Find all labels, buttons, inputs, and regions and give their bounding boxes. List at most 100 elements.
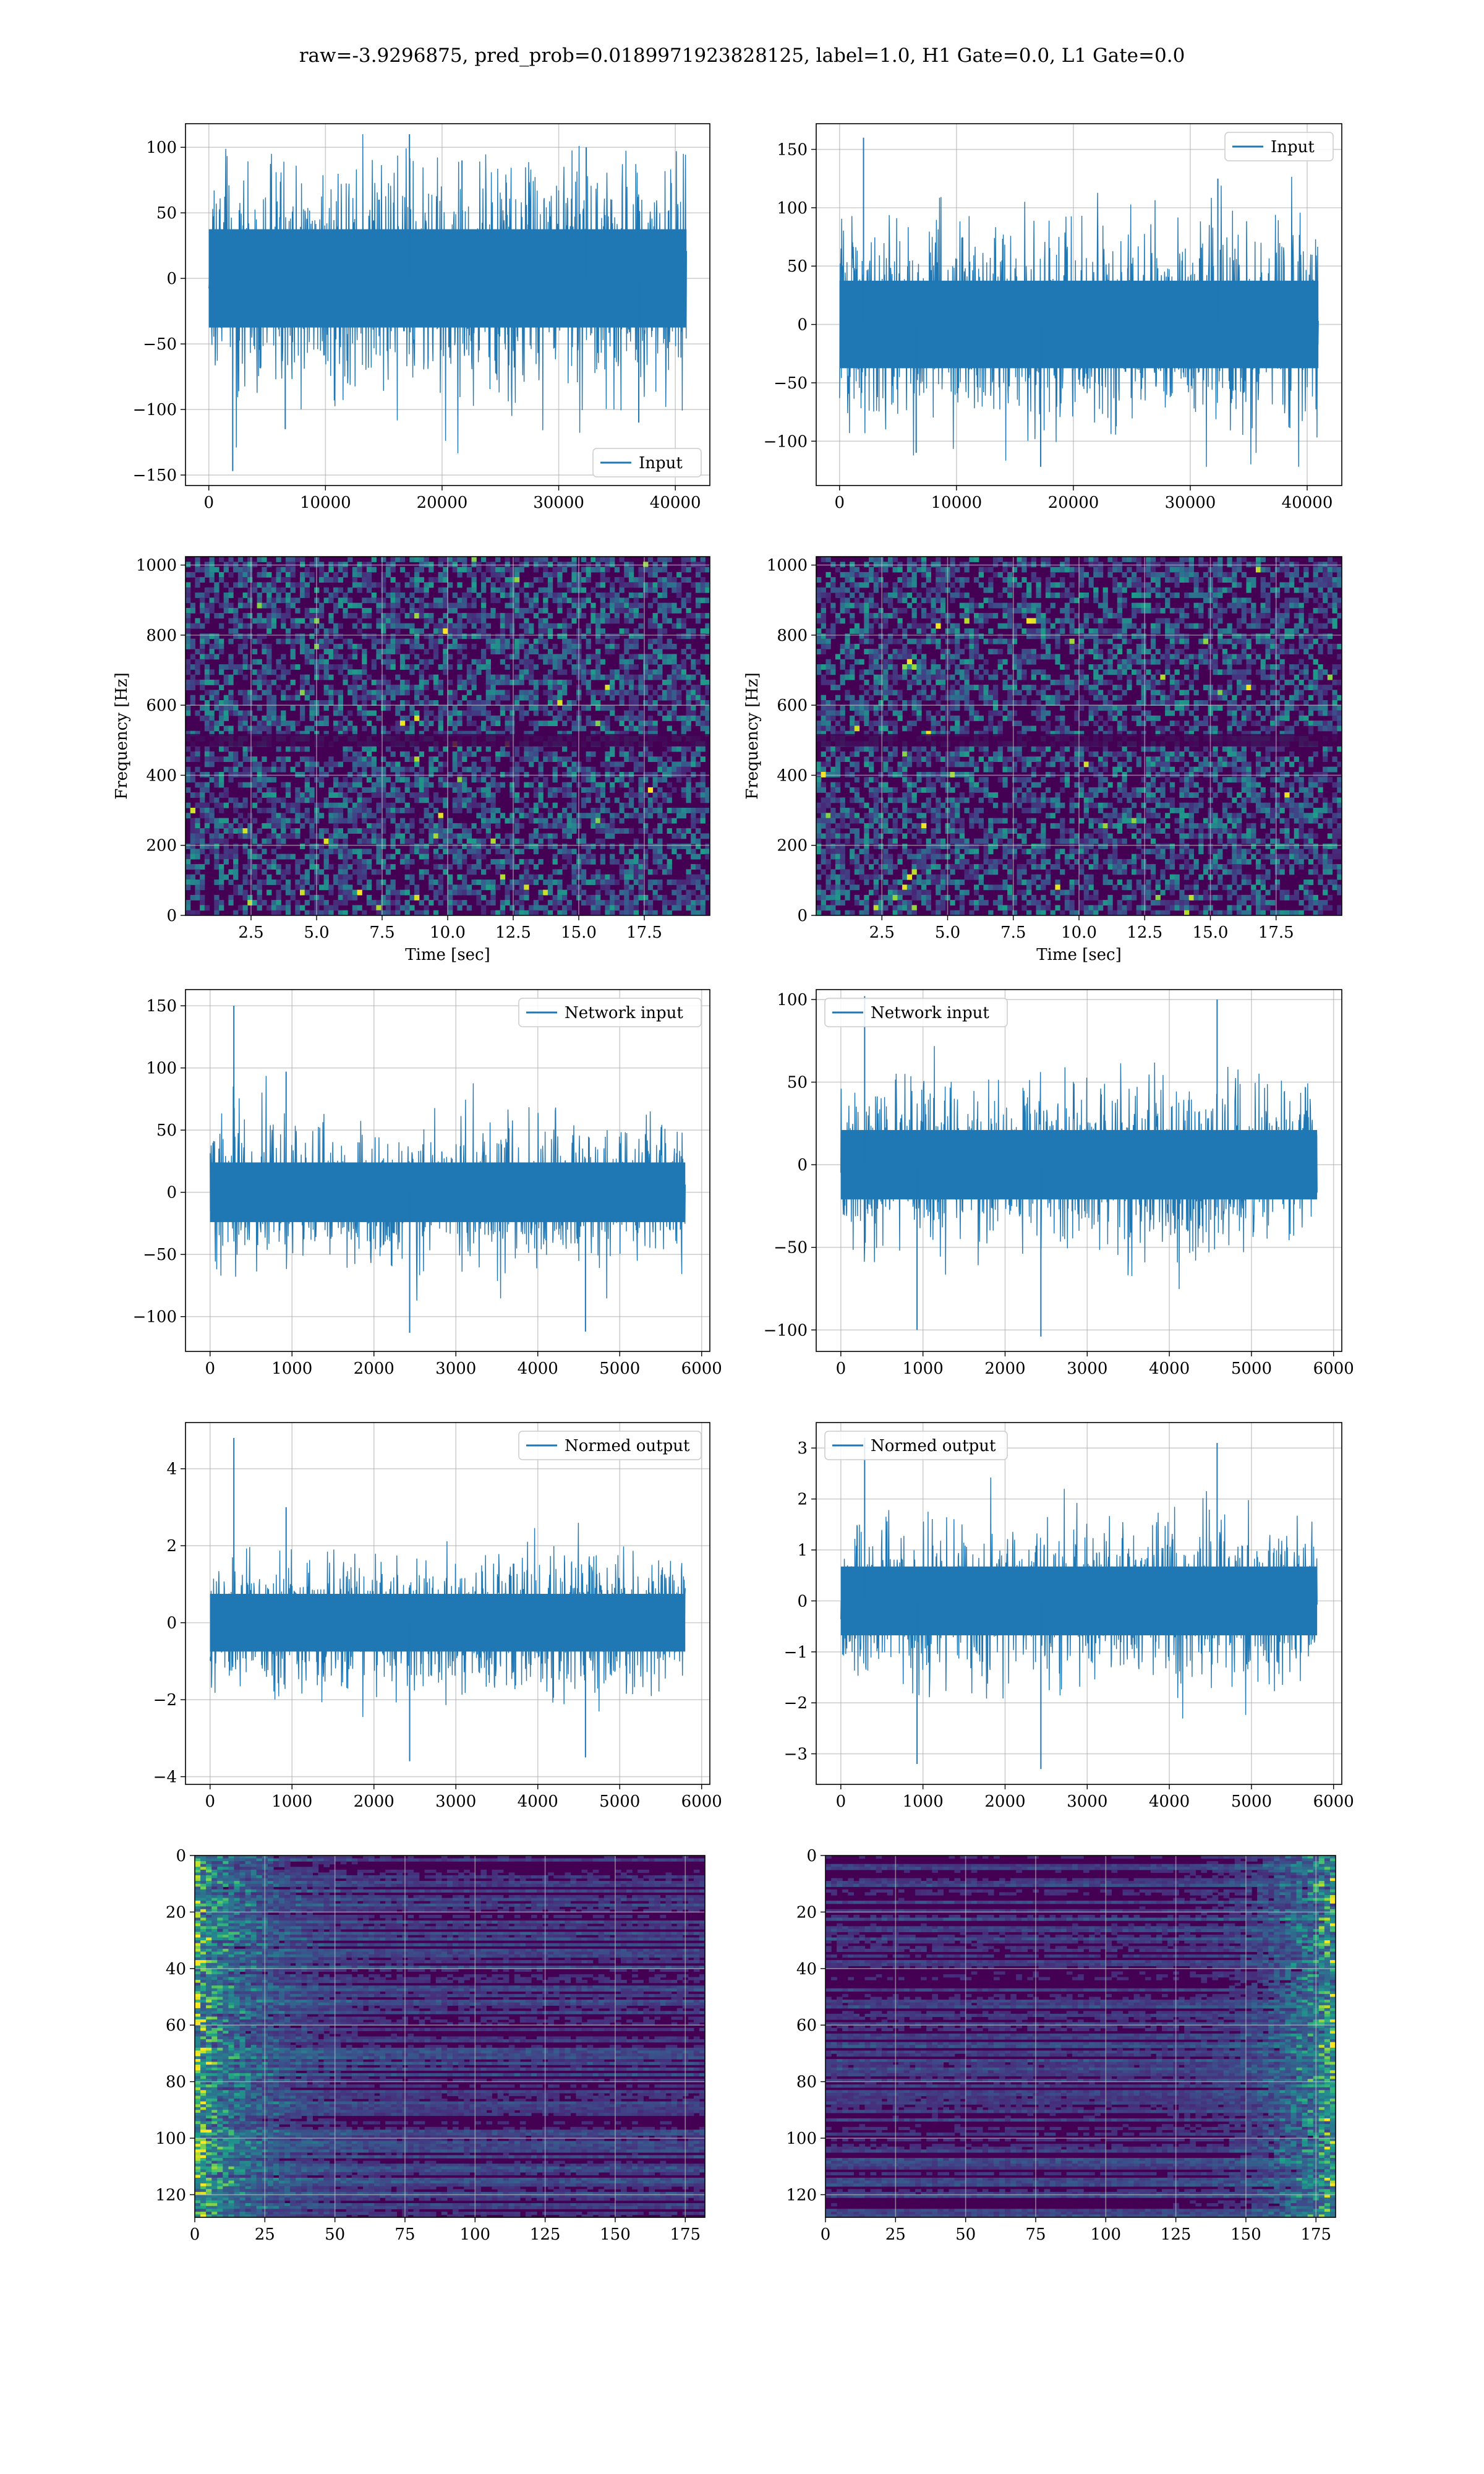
heatmap-cell	[705, 721, 710, 726]
heatmap-cell	[200, 884, 205, 891]
heatmap-cell	[343, 849, 348, 855]
heatmap-cell	[931, 562, 936, 568]
heatmap-cell	[628, 874, 634, 880]
heatmap-cell	[343, 567, 348, 573]
heatmap-cell	[936, 571, 941, 578]
heatmap-cell	[228, 654, 234, 660]
heatmap-cell	[409, 838, 415, 844]
heatmap-cell	[404, 654, 410, 660]
heatmap-cell	[657, 628, 663, 634]
heatmap-cell	[237, 643, 244, 649]
heatmap-cell	[190, 910, 195, 915]
heatmap-cell	[476, 802, 482, 808]
heatmap-cell	[524, 628, 529, 634]
heatmap-cell	[209, 562, 215, 568]
heatmap-cell	[605, 756, 610, 762]
heatmap-cell	[1303, 582, 1309, 588]
heatmap-cell	[490, 858, 496, 865]
heatmap-cell	[510, 905, 515, 911]
heatmap-cell	[638, 690, 644, 696]
heatmap-cell	[835, 613, 841, 618]
heatmap-cell	[705, 849, 710, 855]
heatmap-cell	[581, 674, 587, 680]
heatmap-cell	[485, 726, 491, 732]
heatmap-cell	[605, 910, 610, 915]
heatmap-cell	[300, 685, 305, 690]
heatmap-cell	[691, 905, 696, 911]
heatmap-cell	[543, 567, 548, 573]
heatmap-cell	[700, 674, 706, 680]
heatmap-cell	[510, 838, 515, 844]
heatmap-cell	[452, 849, 458, 855]
heatmap-cell	[1203, 571, 1209, 578]
heatmap-cell	[481, 823, 487, 829]
heatmap-cell	[514, 772, 520, 777]
heatmap-cell	[481, 664, 487, 670]
heatmap-cell	[247, 823, 253, 829]
heatmap-cell	[854, 582, 860, 588]
heatmap-cell	[257, 659, 262, 665]
heatmap-cell	[200, 828, 205, 834]
heatmap-cell	[371, 761, 377, 768]
heatmap-cell	[676, 664, 682, 670]
y-tick-label: 150	[777, 141, 808, 160]
heatmap-cell	[911, 607, 917, 614]
heatmap-cell	[505, 674, 510, 680]
heatmap-cell	[285, 833, 291, 839]
heatmap-cell	[481, 557, 487, 562]
heatmap-cell	[290, 587, 296, 593]
heatmap-cell	[1213, 587, 1218, 593]
heatmap-cell	[333, 828, 339, 834]
heatmap-cell	[1298, 607, 1304, 614]
heatmap-cell	[328, 884, 334, 891]
heatmap-cell	[887, 593, 893, 598]
heatmap-cell	[1241, 571, 1247, 578]
heatmap-cell	[276, 674, 281, 680]
heatmap-cell	[452, 593, 458, 598]
heatmap-cell	[304, 679, 310, 685]
heatmap-cell	[538, 633, 544, 640]
heatmap-cell	[638, 894, 644, 901]
heatmap-cell	[495, 858, 501, 865]
heatmap-cell	[657, 577, 663, 583]
heatmap-cell	[376, 654, 382, 660]
heatmap-cell	[1323, 571, 1328, 578]
heatmap-cell	[376, 844, 382, 849]
heatmap-cell	[381, 864, 386, 870]
heatmap-cell	[1188, 562, 1194, 568]
heatmap-cell	[705, 808, 710, 813]
heatmap-cell	[566, 679, 572, 685]
heatmap-cell	[705, 700, 710, 706]
heatmap-cell	[1069, 571, 1075, 578]
heatmap-cell	[691, 864, 696, 870]
heatmap-cell	[262, 715, 267, 721]
heatmap-cell	[614, 690, 620, 696]
heatmap-cell	[443, 643, 448, 649]
heatmap-cell	[821, 593, 826, 598]
heatmap-cell	[323, 864, 329, 870]
heatmap-cell	[399, 664, 406, 670]
heatmap-cell	[343, 664, 348, 670]
heatmap-cell	[242, 633, 248, 640]
heatmap-cell	[271, 613, 277, 618]
heatmap-cell	[633, 700, 639, 706]
heatmap-cell	[695, 792, 701, 798]
heatmap-cell	[657, 858, 663, 865]
heatmap-cell	[485, 613, 491, 618]
heatmap-cell	[595, 649, 601, 654]
heatmap-cell	[395, 690, 401, 696]
heatmap-cell	[285, 818, 291, 824]
heatmap-cell	[547, 623, 553, 629]
heatmap-cell	[252, 802, 258, 808]
heatmap-cell	[433, 597, 439, 604]
heatmap-cell	[300, 587, 305, 593]
heatmap-cell	[600, 823, 605, 829]
heatmap-cell	[495, 808, 501, 813]
heatmap-cell	[186, 582, 191, 588]
heatmap-cell	[869, 593, 874, 598]
heatmap-cell	[419, 828, 424, 834]
heatmap-cell	[869, 577, 874, 583]
heatmap-cell	[318, 772, 325, 777]
heatmap-cell	[571, 577, 577, 583]
heatmap-cell	[1127, 582, 1132, 588]
